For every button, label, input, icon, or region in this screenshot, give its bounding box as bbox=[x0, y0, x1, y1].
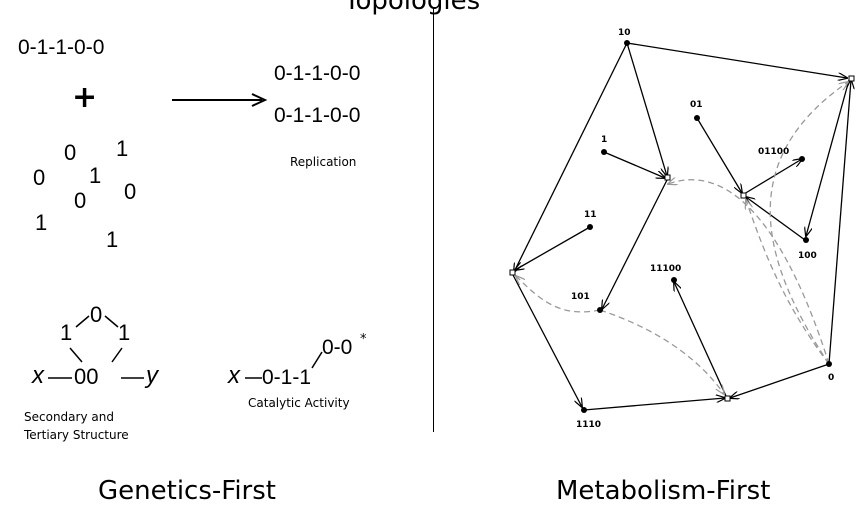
reaction-edge bbox=[828, 80, 851, 365]
secondary-structure-label: Secondary and bbox=[24, 410, 114, 424]
monomer: 0 bbox=[33, 165, 46, 190]
monomer: 1 bbox=[35, 210, 48, 235]
node-label: 1110 bbox=[576, 420, 601, 430]
molecule-node bbox=[694, 115, 700, 121]
node-label: 100 bbox=[798, 251, 817, 261]
ring-bottom: 00 bbox=[74, 364, 99, 389]
reaction-edge bbox=[626, 42, 847, 78]
monomer: 1 bbox=[116, 136, 129, 161]
catalytic-x: x bbox=[228, 362, 240, 389]
node-label: 1 bbox=[601, 135, 607, 145]
panel-divider bbox=[433, 8, 434, 432]
product-sequence: 0-1-1-0-0 bbox=[274, 104, 361, 127]
molecule-node bbox=[597, 307, 603, 313]
catalytic-activity-label: Catalytic Activity bbox=[248, 396, 350, 410]
catalytic-tail: 0-0 bbox=[322, 336, 353, 359]
molecule-node bbox=[826, 361, 832, 367]
catalytic-star: * bbox=[360, 332, 367, 347]
ring-x: x bbox=[32, 362, 44, 389]
plus-sign: + bbox=[72, 80, 98, 115]
page-title: Topologies bbox=[344, 0, 481, 16]
reaction-edge bbox=[626, 42, 667, 176]
reaction-edge bbox=[512, 274, 582, 407]
catalysis-edge bbox=[668, 180, 830, 365]
molecule-node bbox=[581, 407, 587, 413]
catalytic-bonds bbox=[245, 351, 323, 379]
reaction-edge bbox=[674, 282, 727, 397]
replication-arrow bbox=[172, 93, 268, 107]
molecule-node bbox=[601, 149, 607, 155]
molecule-node bbox=[624, 40, 630, 46]
reaction-edge bbox=[746, 197, 806, 241]
reaction-junction bbox=[740, 192, 747, 199]
reaction-junction bbox=[664, 174, 671, 181]
node-label: 01 bbox=[690, 100, 703, 110]
molecule-node bbox=[671, 277, 677, 283]
reaction-edge bbox=[743, 159, 802, 195]
reaction-edge bbox=[514, 42, 628, 272]
ring-right: 1 bbox=[118, 320, 131, 345]
node-label: 11100 bbox=[650, 264, 681, 274]
monomer: 1 bbox=[89, 163, 102, 188]
node-label: 0 bbox=[828, 373, 834, 383]
ring-left: 1 bbox=[60, 320, 73, 345]
catalytic-sequence: 0-1-1 bbox=[262, 366, 312, 389]
metabolism-first-title: Metabolism-First bbox=[556, 476, 771, 506]
reaction-junction bbox=[509, 269, 516, 276]
reaction-junction bbox=[724, 395, 731, 402]
reaction-junction bbox=[848, 75, 855, 82]
product-sequence: 0-1-1-0-0 bbox=[274, 62, 361, 85]
template-sequence: 0-1-1-0-0 bbox=[18, 36, 105, 59]
secondary-structure-label: Tertiary Structure bbox=[24, 428, 129, 442]
reaction-edge bbox=[603, 151, 665, 178]
molecule-node bbox=[803, 237, 809, 243]
ring-top: 0 bbox=[90, 302, 103, 327]
reaction-junctions bbox=[509, 75, 855, 402]
reaction-edges bbox=[512, 42, 851, 411]
reaction-edge bbox=[583, 398, 725, 411]
node-label: 01100 bbox=[758, 147, 789, 157]
monomer: 0 bbox=[64, 140, 77, 165]
genetics-first-title: Genetics-First bbox=[98, 476, 276, 506]
reaction-edge bbox=[806, 79, 850, 236]
catalysis-edge bbox=[746, 200, 830, 365]
node-label: 11 bbox=[584, 210, 597, 220]
catalysis-edge bbox=[599, 309, 724, 394]
molecule-node bbox=[587, 224, 593, 230]
replication-label: Replication bbox=[290, 155, 357, 169]
reaction-edge bbox=[515, 226, 591, 270]
molecule-labels: 10 01 1 01100 11 100 11100 101 0 1110 bbox=[571, 28, 834, 430]
reaction-edge bbox=[696, 117, 742, 193]
node-label: 101 bbox=[571, 292, 590, 302]
catalysis-edges bbox=[516, 82, 848, 394]
monomer: 0 bbox=[124, 179, 137, 204]
monomer: 1 bbox=[106, 227, 119, 252]
catalysis-edge bbox=[516, 276, 601, 313]
molecule-nodes bbox=[581, 40, 832, 413]
ring-bonds bbox=[48, 315, 144, 379]
molecule-node bbox=[799, 156, 805, 162]
reaction-edge bbox=[602, 179, 668, 309]
catalysis-edge bbox=[769, 82, 848, 365]
node-label: 10 bbox=[618, 28, 631, 38]
monomer: 0 bbox=[74, 188, 87, 213]
reaction-edge bbox=[730, 363, 830, 398]
ring-y: y bbox=[146, 362, 158, 389]
